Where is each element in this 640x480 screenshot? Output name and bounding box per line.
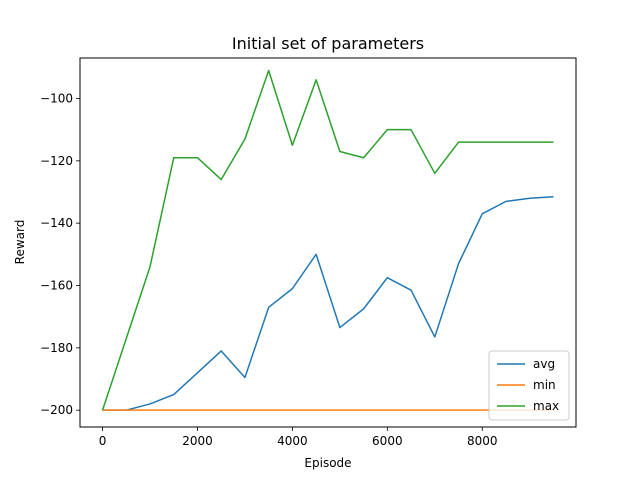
chart-title: Initial set of parameters [232,34,424,53]
x-axis: 0 2000 4000 6000 8000 [99,427,498,448]
legend-box [488,350,570,421]
plot-frame [79,57,577,428]
x-tick-label: 8000 [467,434,498,448]
legend-label-max: max [533,399,559,413]
x-tick-label: 0 [99,434,107,448]
y-tick-label: −180 [40,341,73,355]
y-axis: −200 −180 −160 −140 −120 −100 [40,92,80,417]
x-tick-label: 4000 [277,434,308,448]
legend: avg min max [488,350,570,421]
series-line-avg [102,195,554,411]
y-tick-label: −200 [40,403,73,417]
y-tick-label: −140 [40,216,73,230]
series-layer [101,69,554,411]
y-tick-label: −100 [40,92,73,106]
x-tick-label: 2000 [182,434,213,448]
x-tick-label: 6000 [372,434,403,448]
y-tick-label: −120 [40,154,73,168]
x-axis-label: Episode [304,456,351,470]
y-axis-label: Reward [13,220,27,265]
legend-label-min: min [533,378,556,392]
series-line-max [101,69,554,411]
y-tick-label: −160 [40,279,73,293]
legend-label-avg: avg [533,357,555,371]
